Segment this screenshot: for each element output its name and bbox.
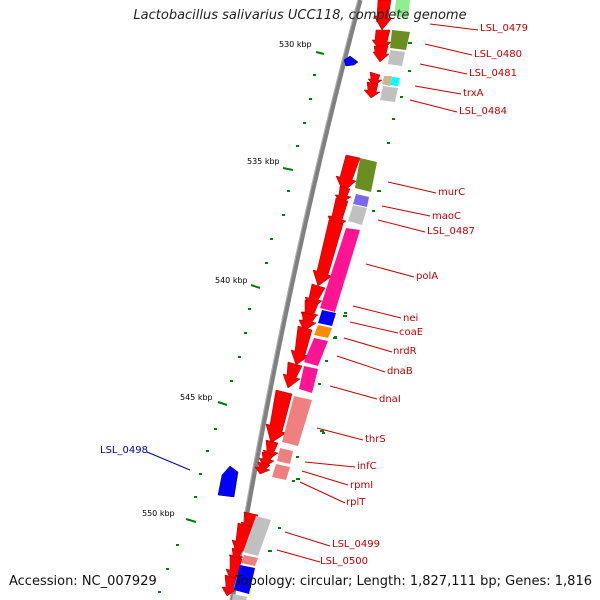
gene-label-murc[interactable]: murC [438, 187, 466, 198]
gene-label-thrs[interactable]: thrS [365, 434, 386, 445]
scale-label-530: 530 kbp [279, 40, 312, 49]
leader-lines [276, 23, 479, 563]
cds-arrows [221, 0, 393, 597]
gene-label-lsl0484[interactable]: LSL_0484 [459, 106, 507, 117]
gene-label-lsl0480[interactable]: LSL_0480 [474, 49, 522, 60]
gene-label-lsl0500[interactable]: LSL_0500 [320, 556, 368, 567]
gene-label-pola[interactable]: polA [416, 271, 439, 282]
left-strand-features [217, 55, 359, 498]
genome-backbone [229, 0, 363, 600]
gene-label-lsl0487[interactable]: LSL_0487 [427, 226, 475, 237]
scale-label-550: 550 kbp [142, 509, 175, 518]
accession-text: Accession: NC_007929 [9, 574, 157, 589]
gene-label-rplt[interactable]: rplT [346, 497, 366, 508]
gene-label-lsl0479[interactable]: LSL_0479 [480, 23, 528, 34]
scale-label-545: 545 kbp [180, 393, 213, 402]
genome-summary-text: Topology: circular; Length: 1,827,111 bp… [234, 574, 592, 589]
cog-bars [232, 0, 410, 600]
gene-label-nrdr[interactable]: nrdR [393, 346, 417, 357]
minor-scale-dots [158, 70, 411, 593]
scale-label-540: 540 kbp [215, 276, 248, 285]
gene-label-lsl0481[interactable]: LSL_0481 [469, 68, 517, 79]
leader-line-lsl0498 [146, 451, 191, 471]
map-title: Lactobacillus salivarius UCC118, complet… [133, 8, 467, 23]
gene-label-dnab[interactable]: dnaB [387, 366, 413, 377]
gene-label-nei[interactable]: nei [403, 313, 419, 324]
gene-label-maoc[interactable]: maoC [432, 211, 461, 222]
gene-label-trxa[interactable]: trxA [463, 88, 484, 99]
cog-marks [268, 42, 412, 552]
gene-label-infc[interactable]: infC [357, 461, 377, 472]
gene-label-rpmi[interactable]: rpmI [350, 480, 374, 491]
scale-ticks [185, 51, 325, 523]
gene-label-lsl0498[interactable]: LSL_0498 [100, 445, 148, 456]
gene-label-dnai[interactable]: dnaI [379, 394, 401, 405]
gene-label-lsl0499[interactable]: LSL_0499 [332, 539, 380, 550]
scale-label-535: 535 kbp [247, 157, 280, 166]
gene-label-coae[interactable]: coaE [399, 327, 424, 338]
